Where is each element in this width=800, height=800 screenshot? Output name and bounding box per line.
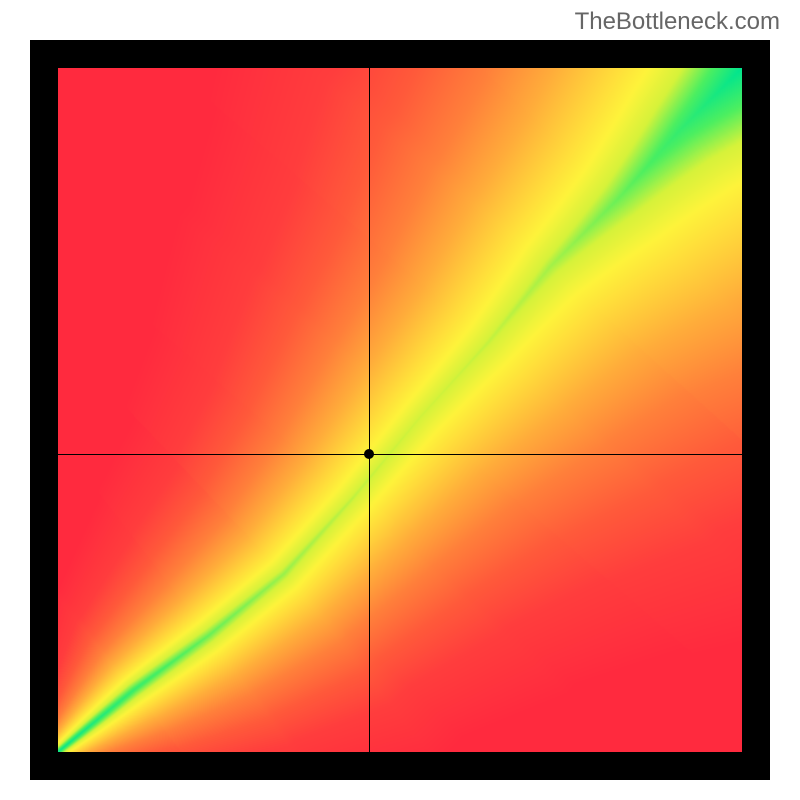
chart-frame xyxy=(30,40,770,780)
crosshair-vertical xyxy=(369,68,370,752)
chart-container: TheBottleneck.com xyxy=(0,0,800,800)
watermark-text: TheBottleneck.com xyxy=(575,8,780,36)
heatmap-canvas xyxy=(58,68,742,752)
plot-area xyxy=(58,68,742,752)
crosshair-horizontal xyxy=(58,454,742,455)
data-marker xyxy=(364,449,374,459)
